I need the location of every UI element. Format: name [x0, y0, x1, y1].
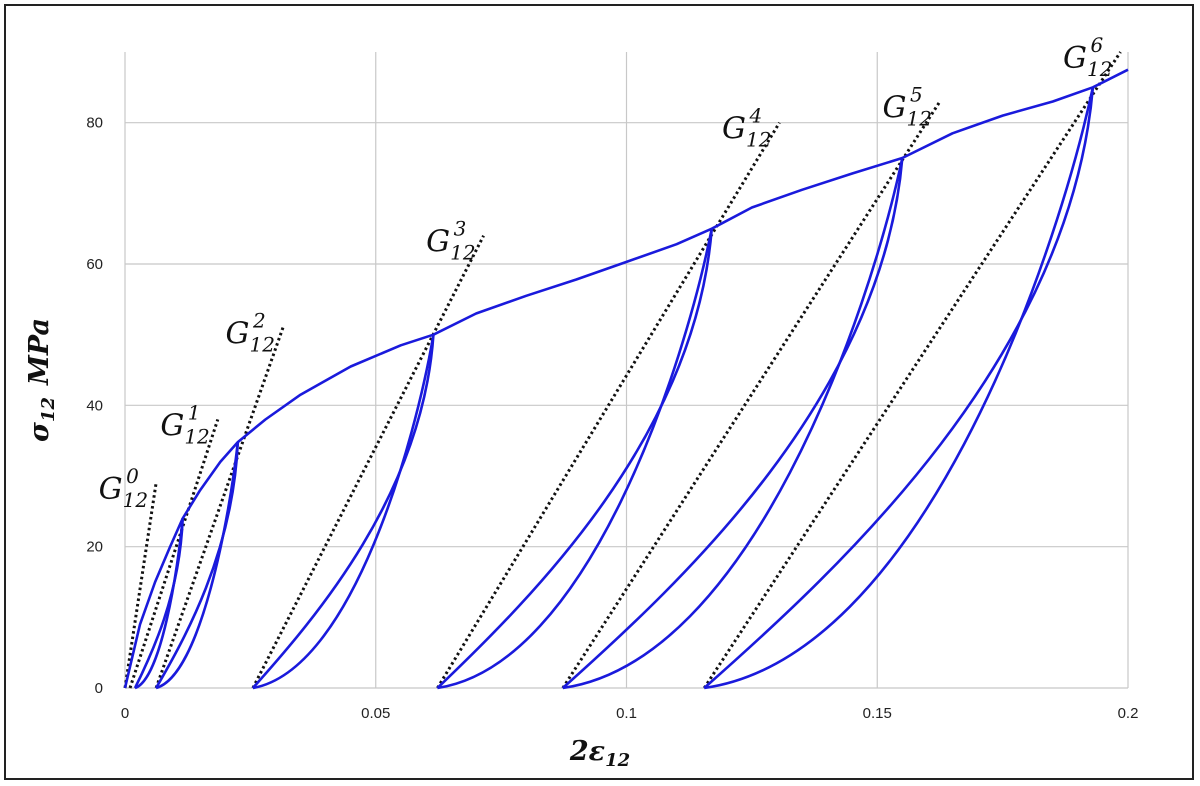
modulus-label: G120: [99, 464, 148, 512]
chart-frame: [4, 4, 1194, 780]
reloading-curve: [704, 87, 1095, 690]
reloading-curve: [155, 441, 240, 690]
y-tick-label: 80: [86, 115, 103, 132]
modulus-line: [436, 121, 781, 689]
reloading-curve: [437, 228, 714, 690]
modulus-label: G121: [160, 400, 209, 448]
x-tick-label: 0.05: [361, 705, 390, 722]
modulus-line: [128, 419, 220, 689]
reloading-curve: [562, 157, 904, 690]
y-tick-labels: 0 20 40 60 80: [86, 115, 103, 697]
modulus-line: [154, 327, 285, 689]
x-tick-label: 0.15: [863, 705, 892, 722]
unloading-curve: [703, 87, 1095, 689]
unloading-curve: [251, 334, 435, 689]
unloading-curve: [561, 157, 904, 689]
modulus-line: [702, 51, 1122, 689]
y-axis-title: σ12MPa: [24, 318, 59, 442]
reloading-curve: [252, 334, 435, 690]
y-tick-label: 60: [86, 256, 103, 273]
x-tick-label: 0.2: [1118, 705, 1139, 722]
envelope-curve: [123, 68, 1129, 689]
modulus-label: G122: [226, 309, 275, 357]
y-tick-label: 0: [95, 680, 103, 697]
unloading-curve: [436, 228, 714, 689]
grid-lines: [124, 52, 1129, 689]
y-tick-label: 20: [86, 539, 103, 556]
x-tick-label: 0.1: [616, 705, 637, 722]
modulus-label: G126: [1063, 33, 1112, 81]
modulus-line: [251, 235, 485, 689]
y-tick-label: 40: [86, 397, 103, 414]
x-tick-labels: 0 0.05 0.1 0.15 0.2: [121, 705, 1139, 722]
stress-strain-curves: [123, 68, 1129, 690]
modulus-label: G125: [883, 82, 932, 130]
modulus-line: [123, 482, 158, 689]
x-tick-label: 0: [121, 705, 129, 722]
modulus-line: [561, 100, 942, 689]
x-axis-title: 2ε12: [569, 736, 630, 771]
modulus-label: G123: [426, 217, 475, 265]
modulus-lines: [123, 51, 1122, 689]
modulus-label: G124: [722, 104, 771, 152]
reloading-curve: [134, 518, 184, 690]
unloading-curve: [154, 442, 240, 689]
